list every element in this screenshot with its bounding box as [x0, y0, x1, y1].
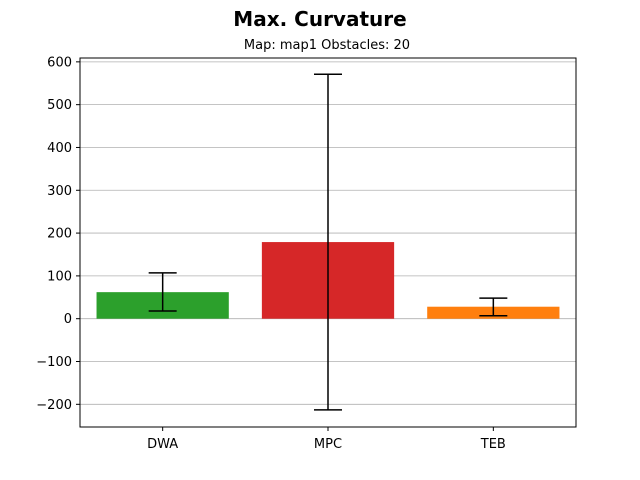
- y-tick-label: −200: [36, 398, 72, 413]
- chart-title: Max. Curvature: [233, 7, 406, 31]
- x-tick-label: TEB: [480, 437, 506, 452]
- chart-subtitle: Map: map1 Obstacles: 20: [244, 38, 410, 53]
- x-tick-label: DWA: [147, 437, 178, 452]
- x-tick-label: MPC: [314, 437, 342, 452]
- y-tick-label: 400: [47, 141, 72, 156]
- error-bars: [148, 73, 508, 411]
- x-axis-ticks: DWA MPC TEB: [147, 427, 506, 452]
- y-tick-label: 100: [47, 269, 72, 284]
- y-tick-label: 0: [64, 312, 72, 327]
- y-tick-label: −100: [36, 355, 72, 370]
- y-tick-label: 600: [47, 55, 72, 70]
- y-tick-label: 500: [47, 98, 72, 113]
- y-axis-ticks: −200 −100 0 100 200 300 400 500 600: [36, 55, 80, 413]
- y-tick-label: 300: [47, 184, 72, 199]
- y-tick-label: 200: [47, 227, 72, 242]
